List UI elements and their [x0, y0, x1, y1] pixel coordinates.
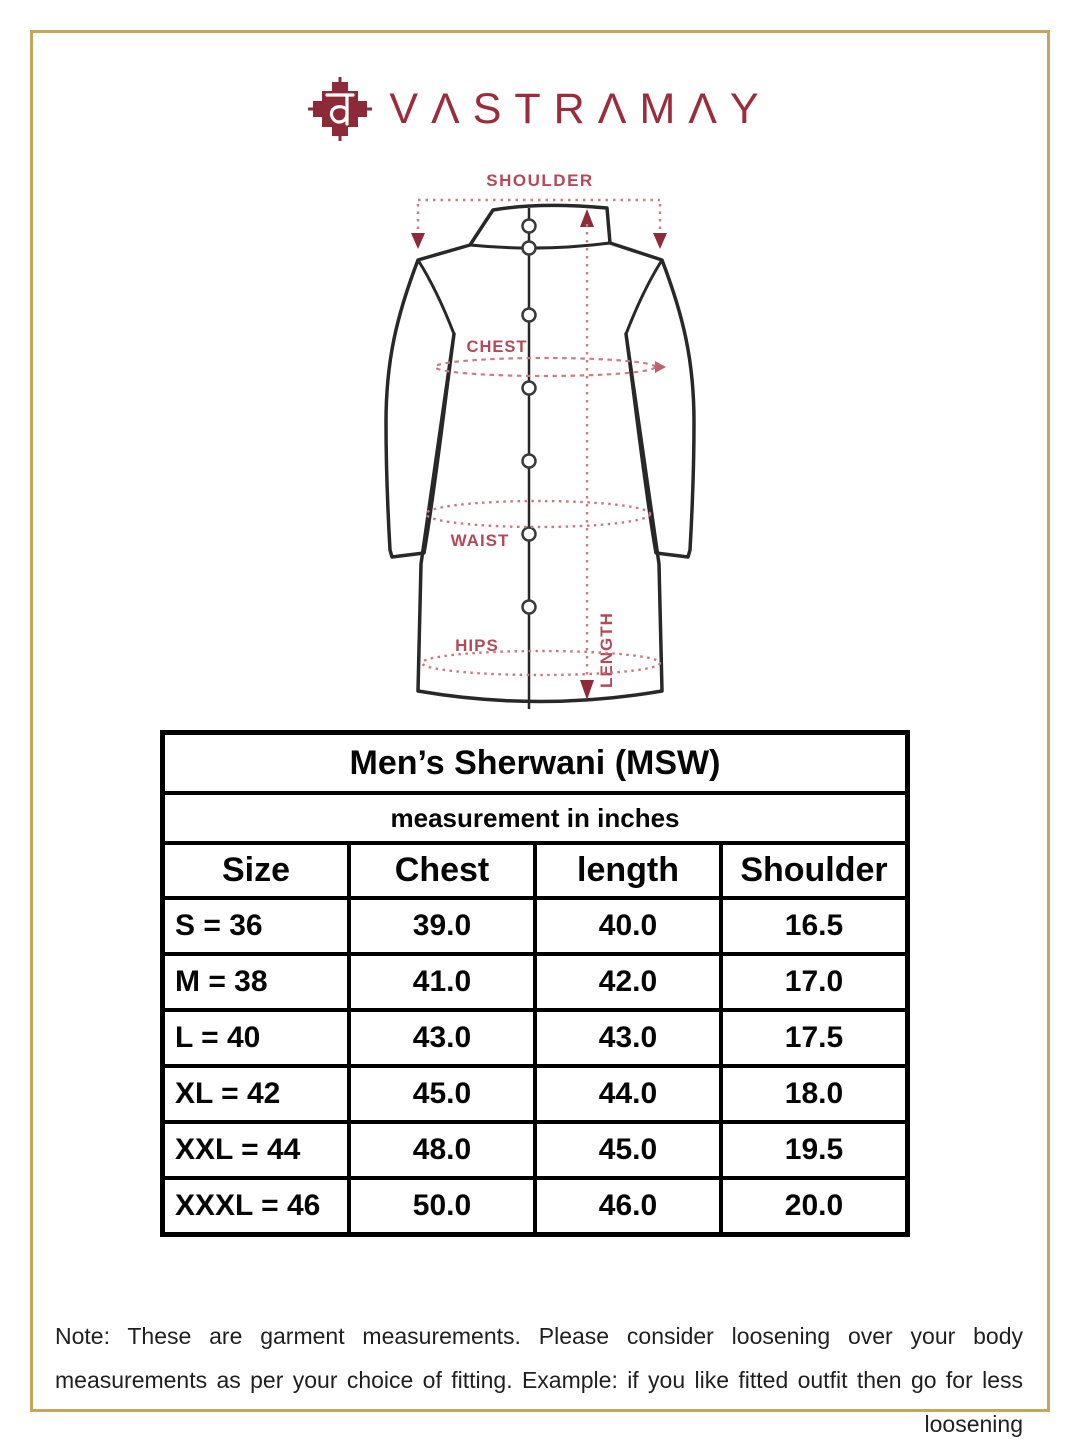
- length-arrow-down: [580, 680, 594, 700]
- length-cell: 42.0: [535, 954, 721, 1010]
- length-cell: 44.0: [535, 1066, 721, 1122]
- chest-cell: 50.0: [349, 1178, 535, 1234]
- shoulder-arrow-right: [653, 233, 667, 249]
- shoulder-cell: 17.0: [721, 954, 907, 1010]
- col-header-length: length: [535, 843, 721, 898]
- shoulder-cell: 20.0: [721, 1178, 907, 1234]
- gold-frame: VΛSTRΛMΛY SHOULDER: [30, 30, 1050, 1437]
- shoulder-cell: 18.0: [721, 1066, 907, 1122]
- shoulder-cell: 19.5: [721, 1122, 907, 1178]
- table-header-row: Size Chest length Shoulder: [163, 843, 907, 898]
- collar-band-line: [469, 241, 611, 250]
- hips-label: HIPS: [455, 636, 499, 655]
- length-cell: 46.0: [535, 1178, 721, 1234]
- table-row: XXL = 44 48.0 45.0 19.5: [163, 1122, 907, 1178]
- table-row: S = 36 39.0 40.0 16.5: [163, 898, 907, 954]
- size-cell: XXL = 44: [163, 1122, 349, 1178]
- garment-measurement-diagram: SHOULDER CHEST LENGTH WAIST HIPS: [384, 171, 696, 709]
- length-arrow-up: [580, 209, 594, 227]
- waist-label: WAIST: [451, 531, 510, 550]
- brand-logo-text: VΛSTRΛMΛY: [389, 85, 772, 133]
- size-cell: S = 36: [163, 898, 349, 954]
- shoulder-cell: 16.5: [721, 898, 907, 954]
- table-subtitle: measurement in inches: [163, 793, 907, 843]
- table-title-row: Men’s Sherwani (MSW): [163, 733, 907, 793]
- cross-ticks: [308, 77, 373, 141]
- chest-label: CHEST: [467, 338, 528, 356]
- devanagari-va-icon: [325, 93, 355, 126]
- garment-outline: [384, 203, 696, 704]
- size-cell: XXXL = 46: [163, 1178, 349, 1234]
- brand-logo: VΛSTRΛMΛY: [33, 77, 1047, 141]
- col-header-shoulder: Shoulder: [721, 843, 907, 898]
- chest-cell: 45.0: [349, 1066, 535, 1122]
- size-cell: L = 40: [163, 1010, 349, 1066]
- length-cell: 45.0: [535, 1122, 721, 1178]
- chest-arrow: [655, 361, 666, 373]
- shoulder-measure-lines: [416, 198, 662, 234]
- shoulder-cell: 17.5: [721, 1010, 907, 1066]
- waist-measure-ellipse: [424, 499, 652, 529]
- table-row: M = 38 41.0 42.0 17.0: [163, 954, 907, 1010]
- brand-logo-mark-icon: [308, 77, 373, 141]
- buttons: [521, 218, 537, 615]
- table-row: L = 40 43.0 43.0 17.5: [163, 1010, 907, 1066]
- armhole-seam-left: [416, 259, 456, 335]
- size-cell: M = 38: [163, 954, 349, 1010]
- length-label: LENGTH: [597, 612, 616, 688]
- col-header-size: Size: [163, 843, 349, 898]
- hips-measure-ellipse: [420, 649, 662, 677]
- shoulder-arrow-left: [411, 233, 425, 249]
- col-header-chest: Chest: [349, 843, 535, 898]
- stepped-cross-shape: [313, 82, 368, 136]
- shoulder-label: SHOULDER: [486, 171, 593, 190]
- chest-cell: 39.0: [349, 898, 535, 954]
- chest-cell: 41.0: [349, 954, 535, 1010]
- chest-cell: 48.0: [349, 1122, 535, 1178]
- armhole-seam-right: [624, 259, 664, 335]
- table-row: XL = 42 45.0 44.0 18.0: [163, 1066, 907, 1122]
- table-title: Men’s Sherwani (MSW): [163, 733, 907, 793]
- table-row: XXXL = 46 50.0 46.0 20.0: [163, 1178, 907, 1234]
- size-cell: XL = 42: [163, 1066, 349, 1122]
- length-cell: 43.0: [535, 1010, 721, 1066]
- table-subtitle-row: measurement in inches: [163, 793, 907, 843]
- chest-cell: 43.0: [349, 1010, 535, 1066]
- measurement-note: Note: These are garment measurements. Pl…: [55, 1323, 1023, 1437]
- size-chart-table: Men’s Sherwani (MSW) measurement in inch…: [160, 730, 910, 1237]
- length-cell: 40.0: [535, 898, 721, 954]
